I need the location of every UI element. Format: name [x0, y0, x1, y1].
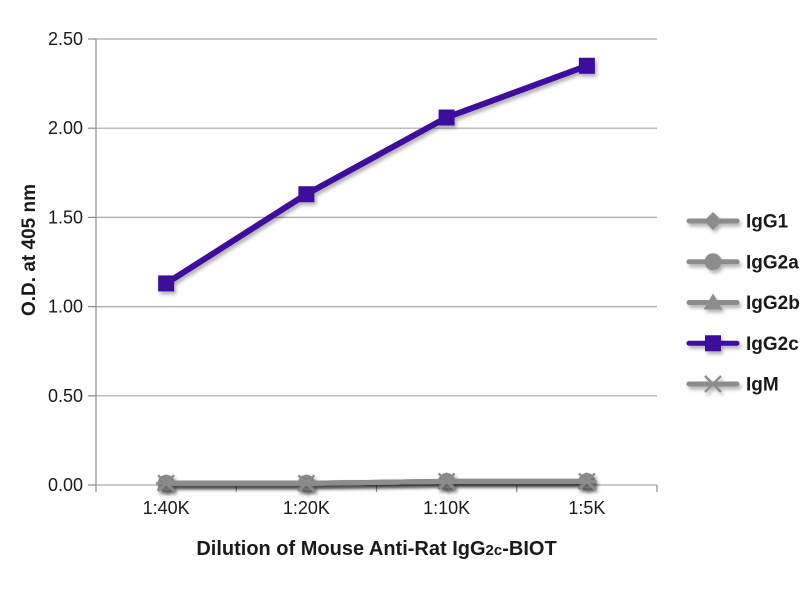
legend-entry-IgG1 [686, 212, 740, 230]
x-tick-label: 1:5K [568, 498, 605, 518]
series-IgG2c [158, 57, 595, 292]
x-tick-label: 1:10K [423, 498, 470, 518]
legend-entry-IgM [686, 375, 740, 393]
y-tick-label: 1.50 [48, 207, 83, 227]
data-point-marker-IgG2c [578, 57, 595, 74]
legend-entry-IgG2b [686, 293, 740, 310]
series-IgM [156, 472, 597, 493]
data-point-marker-IgG2c [158, 275, 175, 292]
legend-label-IgG1: IgG1 [746, 212, 789, 233]
legend-label-IgG2a: IgG2a [746, 252, 799, 273]
legend-label-IgG2c: IgG2c [746, 334, 799, 355]
y-tick-label: 2.50 [48, 29, 83, 49]
y-tick-label: 0.50 [48, 386, 83, 406]
x-tick-label: 1:40K [143, 498, 190, 518]
x-tick-label: 1:20K [283, 498, 330, 518]
series-line-IgM [163, 478, 590, 486]
y-axis-title: O.D. at 405 nm [19, 184, 40, 316]
x-axis-title-prefix: Dilution of Mouse Anti-Rat IgG [196, 538, 486, 560]
legend-entry-IgG2a [686, 253, 740, 271]
x-axis-title: Dilution of Mouse Anti-Rat IgG2c-BIOT [96, 538, 657, 561]
legend-entry-IgG2c [686, 335, 740, 352]
legend-marker-IgG2c [705, 335, 721, 352]
y-tick-label: 1.00 [48, 297, 83, 317]
y-tick-label: 0.00 [48, 475, 83, 495]
series-line-IgG2c [163, 62, 590, 287]
legend-label-IgG2b: IgG2b [746, 293, 800, 314]
legend-marker-IgG2a [704, 253, 722, 271]
y-tick-label: 2.00 [48, 118, 83, 138]
x-axis-title-subscript: 2c [485, 542, 503, 559]
x-axis-title-suffix: -BIOT [502, 538, 557, 560]
legend-marker-IgG2b [703, 293, 723, 310]
data-point-marker-IgG2c [298, 186, 315, 203]
legend-label-IgM: IgM [746, 375, 779, 396]
data-point-marker-IgG2c [438, 109, 455, 126]
legend-marker-IgG1 [704, 212, 722, 230]
